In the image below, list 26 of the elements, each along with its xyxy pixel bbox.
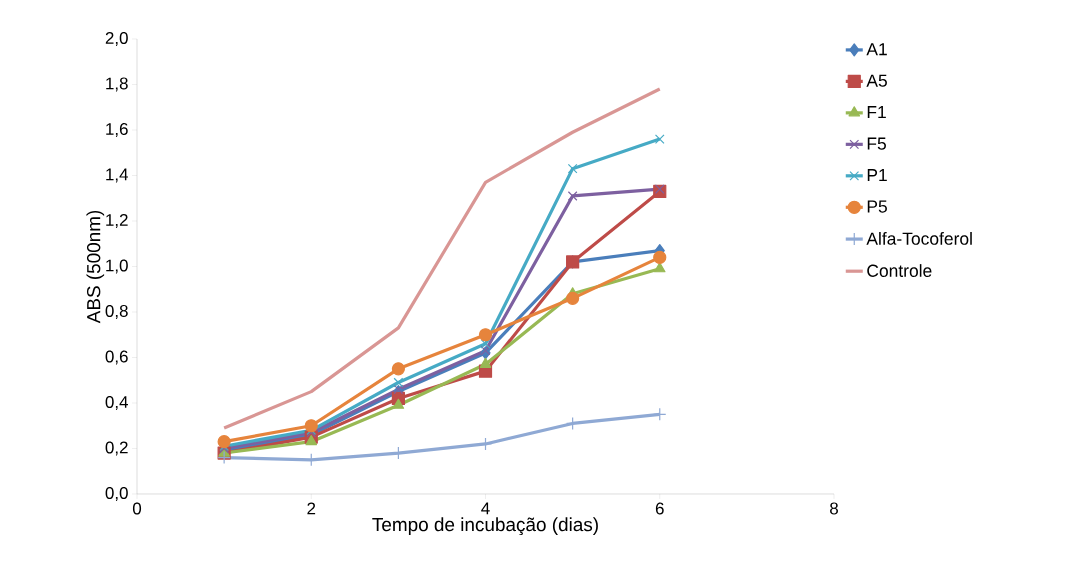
y-tick-label: 2,0: [105, 31, 128, 46]
x-tick-label: 4: [481, 502, 490, 515]
x-tick-label: 6: [655, 502, 664, 515]
x-tick-label: 8: [830, 502, 838, 515]
y-tick-label: 0,2: [105, 441, 128, 456]
legend-label: Alfa-Tocoferol: [866, 232, 972, 245]
y-tick-label: 0,8: [105, 304, 128, 319]
legend-label: F1: [867, 106, 886, 119]
y-tick-label: 0,0: [105, 486, 128, 501]
legend-label: P1: [867, 169, 887, 182]
y-tick-label: 0,4: [105, 395, 128, 410]
legend-label: Controle: [867, 264, 932, 277]
y-tick-label: 1,4: [106, 168, 128, 183]
x-axis-title: Tempo de incubação (dias): [372, 517, 598, 536]
legend-label: A5: [866, 74, 887, 87]
x-tick-label: 0: [132, 502, 142, 515]
legend-label: P5: [867, 200, 887, 213]
y-axis-title: ABS (500nm): [86, 210, 105, 324]
x-tick-label: 2: [307, 502, 316, 515]
y-tick-label: 1,0: [106, 259, 128, 274]
y-tick-label: 1,2: [106, 213, 128, 228]
y-tick-label: 1,8: [106, 77, 128, 92]
y-tick-label: 0,6: [105, 350, 128, 365]
legend-label: A1: [866, 43, 887, 56]
legend-label: F5: [867, 137, 886, 150]
y-tick-label: 1,6: [106, 122, 128, 137]
